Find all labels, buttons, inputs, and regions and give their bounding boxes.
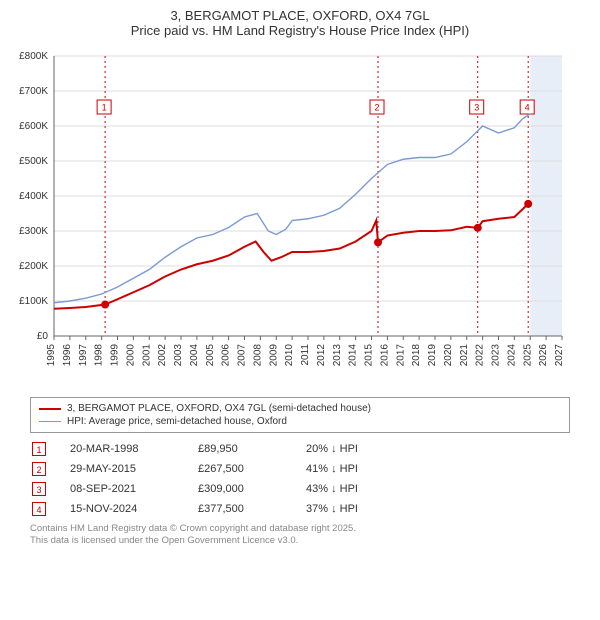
event-date: 08-SEP-2021 — [70, 483, 180, 495]
y-axis-label: £800K — [19, 51, 48, 62]
x-axis-label: 2023 — [491, 344, 502, 367]
x-axis-label: 2022 — [475, 344, 486, 367]
footer-line2: This data is licensed under the Open Gov… — [30, 535, 570, 547]
event-date: 15-NOV-2024 — [70, 503, 180, 515]
event-row: 2 29-MAY-2015 £267,500 41% ↓ HPI — [30, 459, 570, 479]
x-axis-label: 2025 — [522, 344, 533, 367]
legend-label: HPI: Average price, semi-detached house,… — [67, 416, 287, 427]
x-axis-label: 2018 — [411, 344, 422, 367]
x-axis-label: 2015 — [364, 344, 375, 367]
event-price: £377,500 — [198, 503, 288, 515]
legend-swatch — [39, 408, 61, 410]
event-date: 29-MAY-2015 — [70, 463, 180, 475]
x-axis-label: 2005 — [205, 344, 216, 367]
y-axis-label: £600K — [19, 121, 48, 132]
x-axis-label: 2000 — [125, 344, 136, 367]
x-axis-label: 2001 — [141, 344, 152, 367]
x-axis-label: 2008 — [252, 344, 263, 367]
x-axis-label: 1999 — [110, 344, 121, 367]
chart-container: £0 £100K £200K £300K £400K £500K £600K £700K £80… — [10, 46, 590, 391]
x-axis-label: 1997 — [78, 344, 89, 367]
footer-attribution: Contains HM Land Registry data © Crown c… — [30, 523, 570, 548]
series-marker — [374, 238, 382, 246]
event-pct: 20% ↓ HPI — [306, 443, 396, 455]
x-axis-label: 1995 — [46, 344, 57, 367]
legend-label: 3, BERGAMOT PLACE, OXFORD, OX4 7GL (semi… — [67, 403, 371, 414]
event-badge: 4 — [32, 502, 46, 516]
event-row: 3 08-SEP-2021 £309,000 43% ↓ HPI — [30, 479, 570, 499]
event-price: £267,500 — [198, 463, 288, 475]
x-axis-label: 2019 — [427, 344, 438, 367]
series-marker — [101, 301, 109, 309]
events-table: 1 20-MAR-1998 £89,950 20% ↓ HPI 2 29-MAY-2015… — [30, 439, 570, 519]
x-axis-label: 2002 — [157, 344, 168, 367]
x-axis-label: 2016 — [379, 344, 390, 367]
x-axis-label: 2004 — [189, 344, 200, 367]
x-axis-label: 2021 — [459, 344, 470, 367]
x-axis-label: 1998 — [94, 344, 105, 367]
y-axis-label: £300K — [19, 226, 48, 237]
y-axis-label: £0 — [37, 331, 49, 342]
series-marker — [524, 200, 532, 208]
legend-swatch — [39, 421, 61, 422]
x-axis-label: 2013 — [332, 344, 343, 367]
legend: 3, BERGAMOT PLACE, OXFORD, OX4 7GL (semi… — [30, 397, 570, 433]
x-axis-label: 2006 — [221, 344, 232, 367]
y-axis-label: £500K — [19, 156, 48, 167]
footer-line1: Contains HM Land Registry data © Crown c… — [30, 523, 570, 535]
y-axis-label: £200K — [19, 261, 48, 272]
event-marker-number: 3 — [474, 103, 479, 113]
legend-row: 3, BERGAMOT PLACE, OXFORD, OX4 7GL (semi… — [39, 402, 561, 415]
line-chart: £0 £100K £200K £300K £400K £500K £600K £700K £80… — [10, 46, 570, 386]
x-axis-label: 1996 — [62, 344, 73, 367]
x-axis-label: 2020 — [443, 344, 454, 367]
event-marker-number: 2 — [375, 103, 380, 113]
event-pct: 37% ↓ HPI — [306, 503, 396, 515]
event-date: 20-MAR-1998 — [70, 443, 180, 455]
x-axis-label: 2026 — [538, 344, 549, 367]
event-marker-number: 1 — [102, 103, 107, 113]
event-price: £89,950 — [198, 443, 288, 455]
event-row: 1 20-MAR-1998 £89,950 20% ↓ HPI — [30, 439, 570, 459]
x-axis-label: 2012 — [316, 344, 327, 367]
legend-row: HPI: Average price, semi-detached house,… — [39, 415, 561, 428]
x-axis-label: 2027 — [554, 344, 565, 367]
y-axis-label: £700K — [19, 86, 48, 97]
x-axis-label: 2011 — [300, 344, 311, 366]
x-axis-label: 2014 — [348, 344, 359, 367]
chart-title-block: 3, BERGAMOT PLACE, OXFORD, OX4 7GL Price… — [0, 0, 600, 42]
event-marker-number: 4 — [525, 103, 530, 113]
x-axis-label: 2024 — [506, 344, 517, 367]
series-marker — [474, 224, 482, 232]
event-badge: 1 — [32, 442, 46, 456]
x-axis-label: 2007 — [237, 344, 248, 367]
chart-title-line2: Price paid vs. HM Land Registry's House … — [10, 23, 590, 38]
x-axis-label: 2017 — [395, 344, 406, 367]
event-badge: 3 — [32, 482, 46, 496]
event-pct: 43% ↓ HPI — [306, 483, 396, 495]
chart-title-line1: 3, BERGAMOT PLACE, OXFORD, OX4 7GL — [10, 8, 590, 23]
y-axis-label: £100K — [19, 296, 48, 307]
x-axis-label: 2003 — [173, 344, 184, 367]
x-axis-label: 2010 — [284, 344, 295, 367]
event-price: £309,000 — [198, 483, 288, 495]
event-pct: 41% ↓ HPI — [306, 463, 396, 475]
y-axis-label: £400K — [19, 191, 48, 202]
event-row: 4 15-NOV-2024 £377,500 37% ↓ HPI — [30, 499, 570, 519]
event-badge: 2 — [32, 462, 46, 476]
x-axis-label: 2009 — [268, 344, 279, 367]
